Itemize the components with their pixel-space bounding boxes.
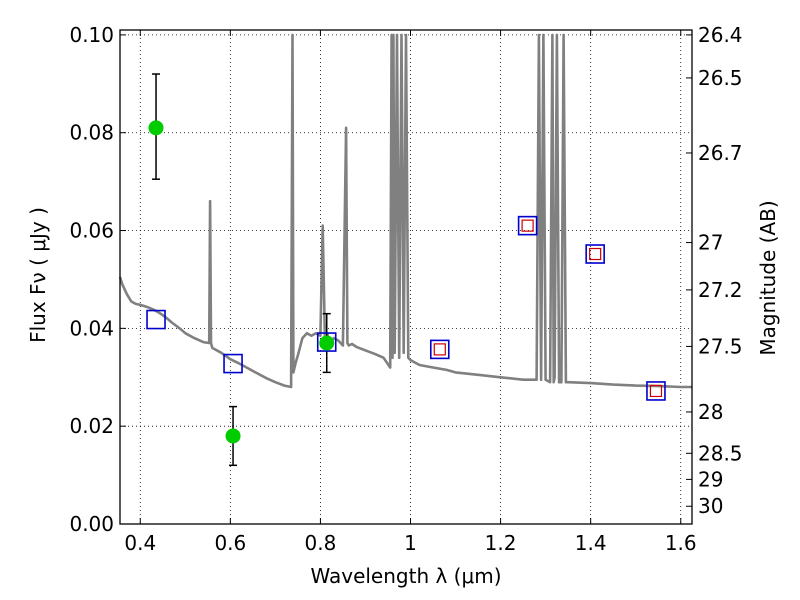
x-tick-label: 1.2 xyxy=(485,531,517,555)
x-tick-label: 0.6 xyxy=(214,531,246,555)
plot-frame xyxy=(119,29,693,525)
y-tick-label: 0.00 xyxy=(69,512,114,536)
y2-tick-label: 28 xyxy=(698,400,723,424)
model-spectrum xyxy=(118,33,692,389)
model-photometry-box xyxy=(223,353,243,374)
y2-axis-label: Magnitude (AB) xyxy=(756,200,780,355)
model-photometry-box xyxy=(429,339,450,360)
y2-tick-label: 26.7 xyxy=(698,141,743,165)
y2-tick-label: 26.4 xyxy=(698,23,743,47)
y2-tick-labels: 26.4 26.5 26.7 27 27.2 27.5 28 28.529 30 xyxy=(698,23,743,518)
x-tick-label: 1 xyxy=(404,531,417,555)
observed-points xyxy=(148,120,335,444)
x-tick-label: 1.6 xyxy=(665,531,697,555)
y2-tick-label: 28.5 xyxy=(698,441,743,465)
y2-tick-label: 26.5 xyxy=(698,66,743,90)
y-tick-label: 0.06 xyxy=(69,219,114,243)
x-tick-label: 0.4 xyxy=(124,531,156,555)
y-tick-labels: 0.00 0.02 0.04 0.06 0.08 0.10 xyxy=(69,23,114,536)
model-photometry-inner-box xyxy=(649,384,663,398)
x-axis-label: Wavelength λ (μm) xyxy=(310,564,501,588)
x-tick-label: 0.8 xyxy=(305,531,337,555)
y2-tick-label: 27.2 xyxy=(698,278,743,302)
model-photometry-box xyxy=(585,244,605,264)
y-tick-label: 0.10 xyxy=(69,23,114,47)
y-axis-label: Flux Fν ( μJy ) xyxy=(26,207,50,343)
y2-tick-label: 27.5 xyxy=(698,334,743,358)
observed-point xyxy=(319,335,335,351)
y-tick-label: 0.04 xyxy=(69,316,114,340)
y2-tick-label: 30 xyxy=(698,494,723,518)
y2-tick-label: 27 xyxy=(698,231,723,255)
model-photometry-inner-box xyxy=(589,247,602,261)
y-tick-label: 0.08 xyxy=(69,121,114,145)
model-photometry-inner-box xyxy=(433,343,446,356)
model-photometry-box xyxy=(316,332,337,352)
model-photometry-box xyxy=(517,215,538,236)
model-photometry-boxes xyxy=(146,215,666,401)
x-tick-labels: 0.4 0.6 0.8 1 1.2 1.4 1.6 xyxy=(124,531,696,555)
model-photometry-inner-box xyxy=(521,219,534,232)
model-spectrum-line xyxy=(118,33,692,389)
x-tick-label: 1.4 xyxy=(575,531,607,555)
observed-point xyxy=(148,120,164,136)
error-bars xyxy=(152,73,331,467)
model-photometry-box xyxy=(646,381,666,401)
observed-point xyxy=(225,428,241,444)
y2-tick-label: 29 xyxy=(698,467,723,491)
model-photometry-box xyxy=(146,309,166,330)
axis-ticks xyxy=(120,30,692,525)
y-tick-label: 0.02 xyxy=(69,414,114,438)
